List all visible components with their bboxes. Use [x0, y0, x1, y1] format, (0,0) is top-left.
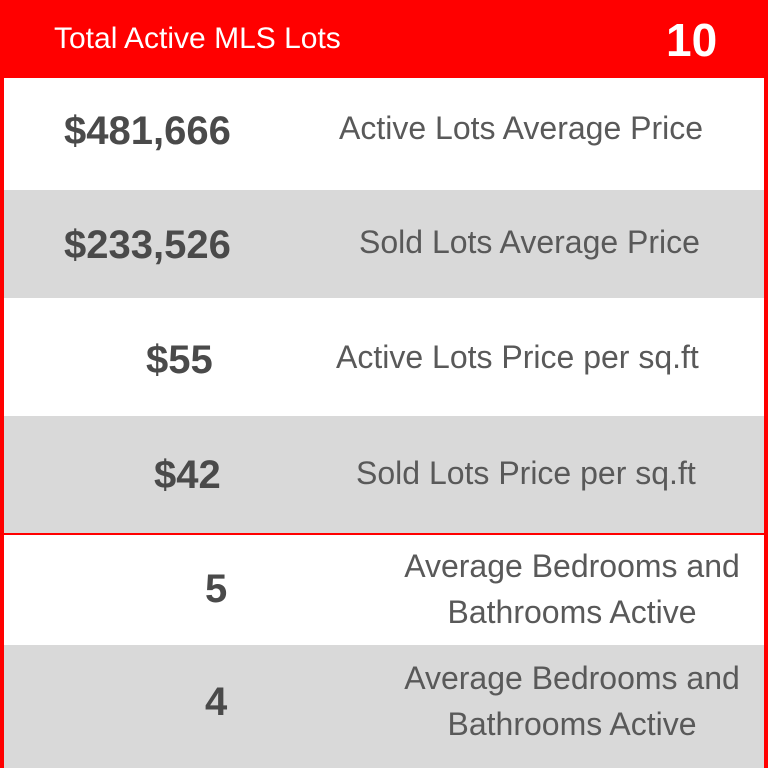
stat-row-sold-average-price: $233,526 Sold Lots Average Price [4, 190, 764, 298]
left-border [0, 78, 4, 768]
stat-value: 4 [205, 680, 228, 724]
right-border [764, 78, 768, 768]
stat-label-line: Bathrooms Active [447, 594, 697, 630]
stat-label-line: Bathrooms Active [447, 706, 697, 742]
stat-label: Average Bedrooms and Bathrooms Active [382, 655, 762, 747]
stat-value: 5 [205, 567, 228, 611]
stat-row-active-price-sqft: $55 Active Lots Price per sq.ft [4, 298, 764, 416]
stat-value: $481,666 [64, 109, 231, 153]
section-divider [0, 533, 768, 535]
stat-label: Active Lots Average Price [339, 110, 704, 146]
stat-row-sold-price-sqft: $42 Sold Lots Price per sq.ft [4, 416, 764, 533]
stat-row-bed-bath-active: 5 Average Bedrooms and Bathrooms Active [4, 535, 764, 645]
stat-row-active-average-price: $481,666 Active Lots Average Price [4, 78, 764, 190]
stat-label: Average Bedrooms and Bathrooms Active [382, 543, 762, 635]
stat-label-line: Average Bedrooms and [404, 548, 740, 584]
stat-value: $55 [146, 338, 213, 382]
stat-label: Sold Lots Average Price [359, 224, 700, 260]
stat-label: Sold Lots Price per sq.ft [356, 455, 696, 491]
stat-value: $233,526 [64, 223, 231, 267]
stat-row-bed-bath-active-2: 4 Average Bedrooms and Bathrooms Active [4, 645, 764, 768]
header-bar: Total Active MLS Lots 10 [0, 0, 768, 78]
stat-value: $42 [154, 453, 221, 497]
header-title: Total Active MLS Lots [54, 22, 341, 55]
stat-label-line: Average Bedrooms and [404, 660, 740, 696]
stat-label: Active Lots Price per sq.ft [336, 339, 699, 375]
total-count: 10 [666, 14, 718, 66]
